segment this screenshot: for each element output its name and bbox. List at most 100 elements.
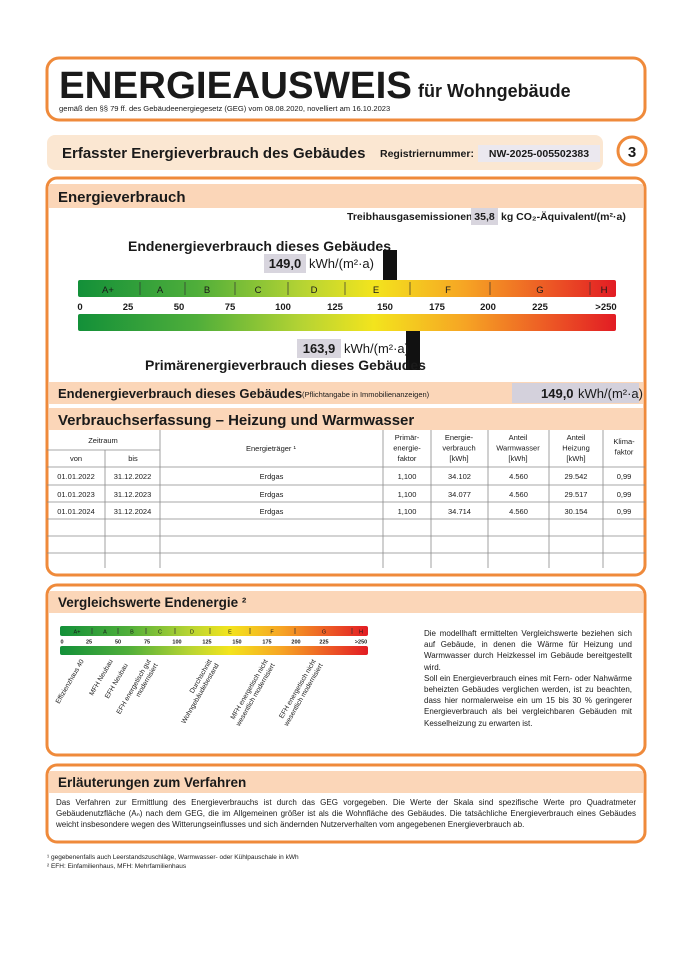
scale-tick-label: 100	[172, 640, 181, 646]
table-header: faktor	[398, 454, 417, 463]
comparison-text: Die modellhaft ermittelten Vergleichswer…	[424, 628, 632, 729]
table-header: Warmwasser	[496, 444, 540, 453]
section-title: Erfasster Energieverbrauch des Gebäudes	[62, 145, 365, 162]
table-header: verbrauch	[442, 444, 475, 453]
table-header: [kWh]	[508, 454, 527, 463]
ghg-value: 35,8	[474, 211, 495, 223]
table-cell: 01.01.2024	[57, 507, 95, 516]
scale-tick-label: 25	[86, 640, 92, 646]
scale-tick-label: 175	[429, 302, 446, 313]
table-cell: 4.560	[509, 507, 528, 516]
explanation-text: Das Verfahren zur Ermittlung des Energie…	[56, 798, 636, 830]
class-label: E	[228, 630, 232, 636]
footnote: ¹ gegebenenfalls auch Leerstandszuschläg…	[47, 854, 299, 861]
table-header: Klima-	[613, 437, 635, 446]
table-cell: Erdgas	[260, 507, 284, 516]
class-label: B	[204, 285, 210, 296]
primary-value-box	[297, 339, 341, 358]
header-box	[45, 56, 647, 122]
table-cell: 01.01.2023	[57, 490, 95, 499]
table-cell: 34.077	[448, 490, 471, 499]
summary-strip	[49, 382, 643, 404]
scale-band	[78, 314, 616, 331]
table-header: [kWh]	[449, 454, 468, 463]
table-cell: 1,100	[398, 472, 417, 481]
doc-title: ENERGIEAUSWEIS	[59, 65, 412, 107]
section-bar	[47, 135, 603, 170]
energy-strip	[49, 184, 643, 208]
explanation-strip	[49, 771, 643, 793]
class-label: H	[359, 630, 363, 636]
summary-value: 149,0	[541, 386, 574, 401]
scale-tick-label: >250	[355, 640, 367, 646]
registration-label: Registriernummer:	[380, 148, 474, 160]
class-label: C	[158, 630, 162, 636]
table-header: Energieträger ¹	[246, 444, 297, 453]
ghg-box	[471, 208, 498, 225]
table-cell: 31.12.2024	[114, 507, 152, 516]
summary-box	[512, 383, 639, 403]
scale-tick-label: 50	[115, 640, 121, 646]
table-cell: 31.12.2023	[114, 490, 152, 499]
class-label: D	[190, 630, 194, 636]
table-cell: 4.560	[509, 490, 528, 499]
scale-tick-label: 150	[232, 640, 241, 646]
table-header: von	[70, 454, 82, 463]
table-cell: 30.154	[565, 507, 588, 516]
class-label: A+	[102, 285, 114, 296]
scale-tick-label: 75	[225, 302, 236, 313]
table-header: faktor	[615, 448, 634, 457]
table-header: Anteil	[567, 433, 586, 442]
page-number-circle	[616, 135, 648, 167]
table-cell: 34.714	[448, 507, 471, 516]
table-header: Heizung	[562, 444, 590, 453]
scale-tick-label: 200	[480, 302, 496, 313]
scale-band	[60, 626, 368, 636]
table-cell: 01.01.2022	[57, 472, 95, 481]
table-header: bis	[128, 454, 138, 463]
table-cell: 4.560	[509, 472, 528, 481]
table-header: Anteil	[509, 433, 528, 442]
scale-tick-label: 100	[275, 302, 291, 313]
doc-subtitle: für Wohngebäude	[418, 81, 571, 101]
class-label: F	[270, 630, 274, 636]
page-number: 3	[628, 144, 636, 161]
table-cell: 0,99	[617, 472, 632, 481]
table-header: energie-	[393, 444, 421, 453]
registration-box	[478, 145, 600, 162]
registration-number: NW-2025-005502383	[489, 148, 589, 160]
legal-note: gemäß den §§ 79 ff. des Gebäudeenergiege…	[59, 104, 390, 113]
final-label: Endenergieverbrauch dieses Gebäudes	[128, 238, 391, 254]
class-label: A	[157, 285, 164, 296]
comparison-title: Vergleichswerte Endenergie ²	[58, 595, 247, 610]
class-label: A	[103, 630, 107, 636]
table-cell: 34.102	[448, 472, 471, 481]
table-cell: Erdgas	[260, 472, 284, 481]
scale-tick-label: 75	[144, 640, 150, 646]
class-label: E	[373, 285, 379, 296]
consumption-table: Zeitraum von bis Energieträger ¹ Primär-ener…	[47, 430, 645, 568]
consumption-strip	[49, 408, 643, 430]
table-header: Primär-	[395, 433, 420, 442]
summary-note: (Pflichtangabe in Immobilienanzeigen)	[302, 390, 430, 399]
ghg-unit: kg CO₂-Äquivalent/(m²·a)	[501, 210, 626, 223]
summary-unit: kWh/(m²·a)	[578, 386, 643, 401]
scale-tick-label: 175	[262, 640, 271, 646]
scale-tick-label: 150	[377, 302, 393, 313]
class-label: G	[536, 285, 543, 296]
table-cell: 0,99	[617, 490, 632, 499]
comparison-strip	[49, 591, 643, 613]
scale-tick-label: 125	[202, 640, 211, 646]
class-label: B	[130, 630, 134, 636]
table-cell: 0,99	[617, 507, 632, 516]
paragraph: Die modellhaft ermittelten Vergleichswer…	[424, 629, 632, 672]
energy-box	[45, 176, 647, 577]
table-cell: 29.517	[565, 490, 588, 499]
summary-label: Endenergieverbrauch dieses Gebäudes	[58, 386, 302, 401]
scale-tick-label: 225	[319, 640, 328, 646]
scale-band	[78, 280, 616, 297]
primary-unit: kWh/(m²·a)	[344, 341, 409, 356]
final-value: 149,0	[269, 256, 302, 271]
class-label: F	[445, 285, 451, 296]
